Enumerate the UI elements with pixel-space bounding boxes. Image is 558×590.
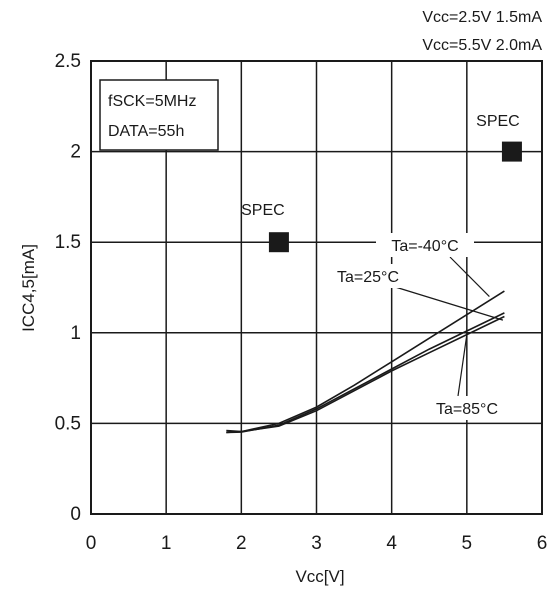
x-tick-label: 5 bbox=[462, 533, 473, 554]
annotation-backdrop bbox=[324, 264, 412, 288]
spec-marker bbox=[501, 141, 522, 162]
y-tick-label: 1.5 bbox=[55, 232, 81, 253]
annotation-backdrop bbox=[376, 233, 474, 257]
y-tick-labels: 0 0.5 1 1.5 2 2.5 bbox=[55, 51, 81, 525]
condition-data: DATA=55h bbox=[108, 123, 184, 140]
conditions-box: fSCK=5MHz DATA=55h bbox=[99, 79, 219, 151]
y-tick-label: 0.5 bbox=[55, 413, 81, 434]
y-tick-label: 0 bbox=[70, 504, 81, 525]
x-tick-label: 1 bbox=[161, 533, 172, 554]
y-tick-label: 2 bbox=[70, 142, 81, 163]
x-tick-label: 2 bbox=[236, 533, 247, 554]
plot-frame bbox=[90, 60, 543, 515]
spec-label: SPEC bbox=[241, 202, 285, 219]
y-tick-label: 1 bbox=[70, 323, 81, 344]
x-tick-label: 3 bbox=[311, 533, 322, 554]
y-tick-label: 2.5 bbox=[55, 51, 81, 72]
x-tick-label: 0 bbox=[86, 533, 97, 554]
spec-marker bbox=[268, 232, 289, 253]
annotation-leader bbox=[457, 334, 468, 397]
y-axis-label: ICC4,5[mA] bbox=[19, 244, 38, 332]
annotation-label: Ta=25°C bbox=[337, 269, 399, 286]
annotation-layer: Ta=-40°C Ta=25°C Ta=85°C bbox=[324, 233, 515, 420]
spec-label: SPEC bbox=[476, 113, 520, 130]
annotation-leader bbox=[449, 256, 490, 297]
annotation-label: Ta=85°C bbox=[436, 401, 498, 418]
series-line bbox=[226, 315, 505, 433]
x-tick-labels: 0 1 2 3 4 5 6 bbox=[86, 533, 548, 554]
annotation-label: Ta=-40°C bbox=[391, 238, 458, 255]
conditions-frame bbox=[99, 79, 219, 151]
x-tick-label: 6 bbox=[537, 533, 548, 554]
spec-note-2v5: Vcc=2.5V 1.5mA bbox=[422, 9, 542, 26]
series-line bbox=[226, 290, 505, 434]
annotation-backdrop bbox=[419, 396, 515, 420]
x-axis-label: Vcc[V] bbox=[295, 567, 344, 586]
spec-layer: SPEC SPEC bbox=[241, 113, 522, 253]
series-layer bbox=[226, 290, 505, 434]
condition-fsck: fSCK=5MHz bbox=[108, 93, 196, 110]
x-tick-label: 4 bbox=[386, 533, 397, 554]
annotation-leader bbox=[391, 285, 504, 321]
spec-note-5v5: Vcc=5.5V 2.0mA bbox=[422, 37, 542, 54]
